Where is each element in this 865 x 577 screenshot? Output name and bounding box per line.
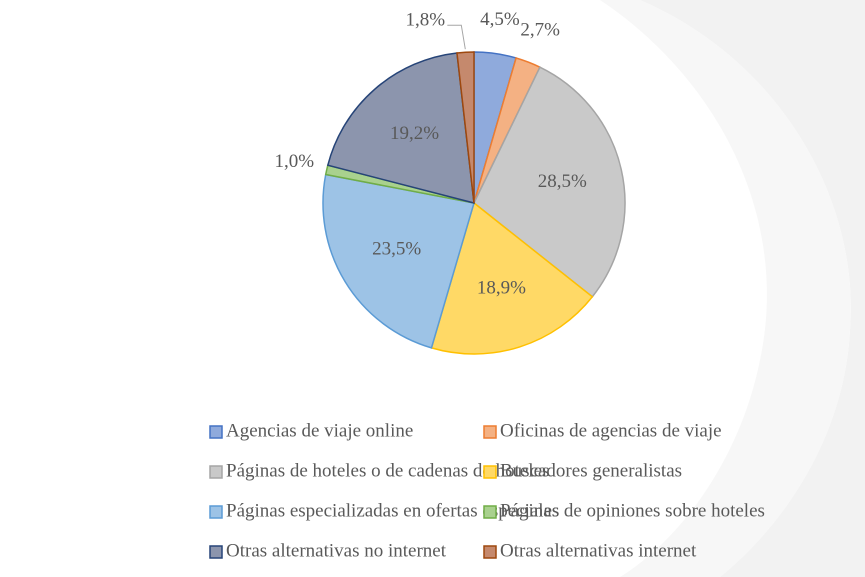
legend-label: Otras alternativas no internet (226, 540, 447, 561)
legend-swatch (483, 465, 497, 479)
data-label: 4,5% (480, 9, 520, 30)
legend-label: Páginas de hoteles o de cadenas de hotel… (226, 460, 549, 481)
pie-slice (322, 173, 475, 349)
legend-label: Agencias de viaje online (226, 420, 413, 441)
legend-label: Buscadores generalistas (500, 460, 682, 481)
data-label: 2,7% (520, 19, 560, 40)
legend-label: Páginas especializadas en ofertas especi… (226, 500, 559, 521)
legend-swatch (483, 425, 497, 439)
watermark (640, 0, 865, 577)
pie-slice (326, 52, 475, 204)
data-label: 1,8% (406, 10, 446, 31)
leader-line (447, 24, 466, 50)
legend-swatch (209, 465, 223, 479)
data-label: 1,0% (274, 151, 314, 172)
pie-slice (430, 201, 594, 355)
legend-label: Páginas de opiniones sobre hoteles (500, 500, 765, 521)
data-label: 18,9% (477, 278, 526, 299)
data-label: 23,5% (372, 239, 421, 260)
watermark (600, 0, 851, 577)
legend-swatch (209, 545, 223, 559)
data-label: 19,2% (390, 123, 439, 144)
legend-label: Oficinas de agencias de viaje (500, 420, 722, 441)
legend-swatch (483, 545, 497, 559)
pie-slice (456, 51, 475, 204)
data-label: 28,5% (538, 171, 587, 192)
legend-swatch (209, 425, 223, 439)
legend-swatch (483, 505, 497, 519)
legend-label: Otras alternativas internet (500, 540, 697, 561)
pie-slice (473, 66, 626, 298)
legend-swatch (209, 505, 223, 519)
